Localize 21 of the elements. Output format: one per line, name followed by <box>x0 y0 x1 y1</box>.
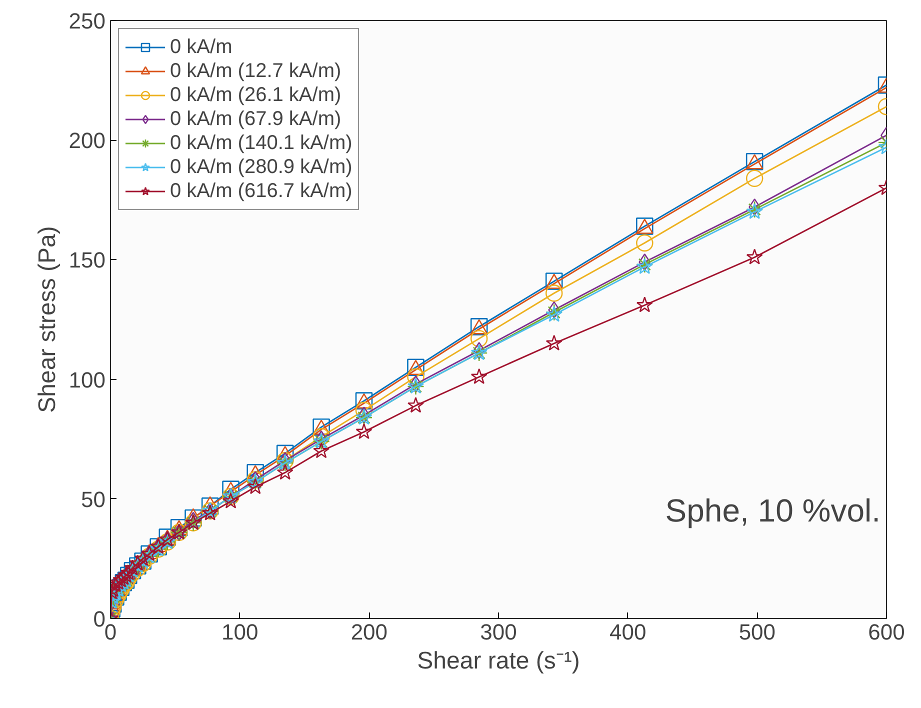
x-tick-label: 100 <box>221 620 258 644</box>
y-tick-label: 200 <box>68 128 106 154</box>
y-tick-label: 100 <box>68 367 106 392</box>
legend-label: 0 kA/m (26.1 kA/m) <box>170 83 342 107</box>
legend-label: 0 kA/m <box>170 35 232 59</box>
x-tick-label: 300 <box>480 620 517 644</box>
y-tick-label: 250 <box>68 8 106 34</box>
x-axis-title: Shear rate (s⁻¹) <box>417 648 580 674</box>
x-tick-label: 200 <box>350 620 388 644</box>
legend-label: 0 kA/m (67.9 kA/m) <box>170 107 342 131</box>
annotation: Sphe, 10 %vol. <box>665 492 880 528</box>
y-axis-title: Shear stress (Pa) <box>34 226 61 413</box>
legend-label: 0 kA/m (12.7 kA/m) <box>170 59 342 83</box>
x-tick-label: 400 <box>609 620 646 644</box>
x-tick-label: 600 <box>868 620 905 644</box>
legend-label: 0 kA/m (616.7 kA/m) <box>170 179 352 203</box>
y-tick-label: 50 <box>81 486 106 512</box>
x-tick-label: 500 <box>738 620 776 644</box>
legend-label: 0 kA/m (280.9 kA/m) <box>170 155 352 179</box>
legend-label: 0 kA/m (140.1 kA/m) <box>170 131 352 155</box>
y-tick-label: 150 <box>68 248 106 273</box>
